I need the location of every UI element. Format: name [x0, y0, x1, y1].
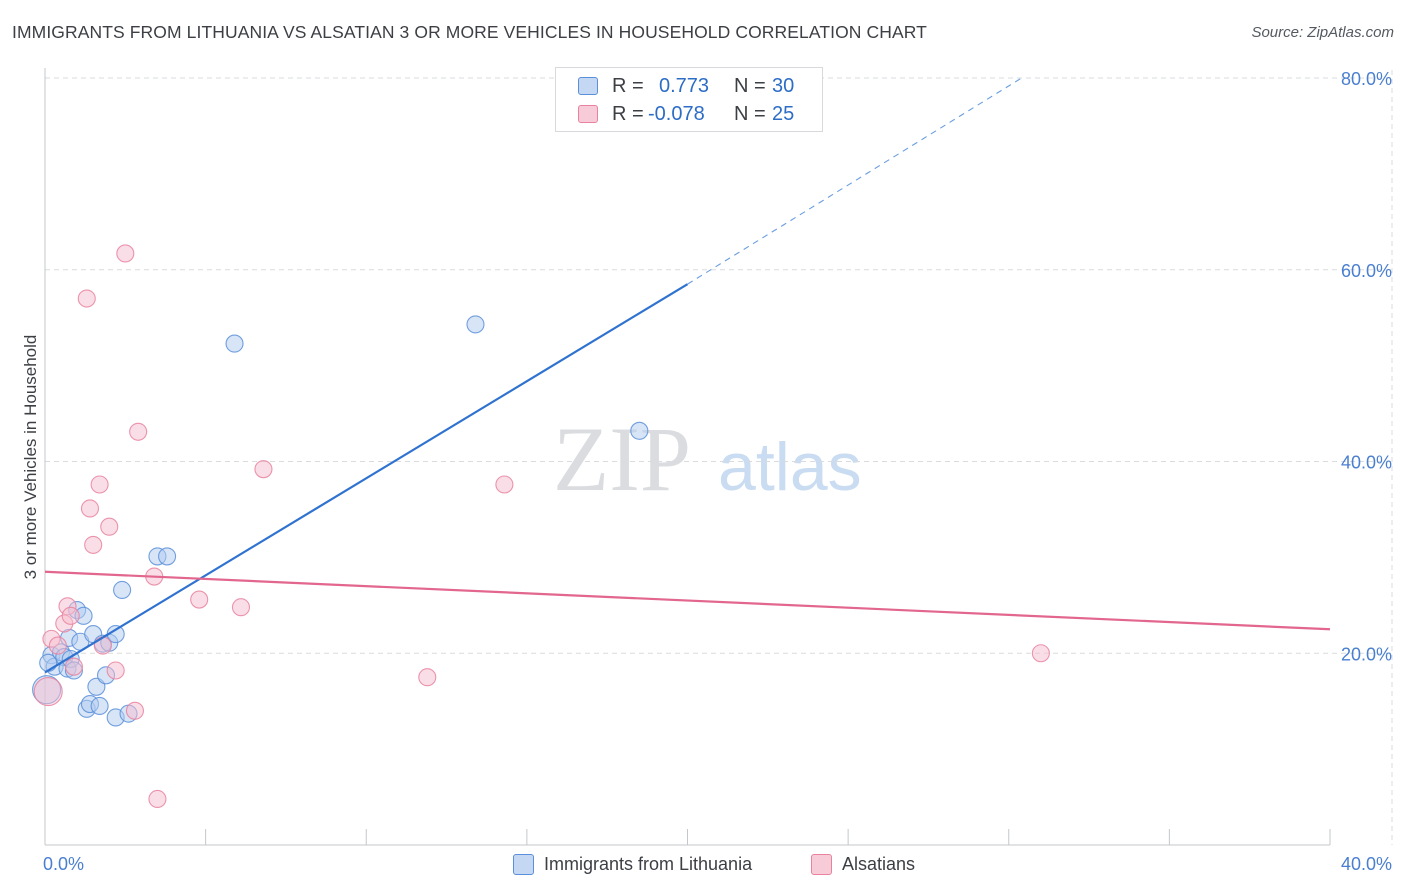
legend-label-alsatians: Alsatians	[842, 853, 916, 874]
n-label: N =	[734, 102, 766, 125]
correlation-legend: R = 0.773 N = 30 R = -0.078 N = 25	[555, 67, 823, 132]
point-lithuania	[630, 421, 649, 440]
legend-item-alsatians: Alsatians	[811, 851, 915, 877]
watermark-zip: ZIP	[553, 408, 691, 510]
legend-swatch-lithuania	[578, 77, 598, 95]
trendline-lithuania	[44, 283, 689, 674]
point-alsatian	[61, 606, 80, 625]
r-label: R =	[612, 74, 644, 97]
point-lithuania	[466, 315, 485, 334]
n-value: 25	[772, 102, 795, 125]
point-alsatian	[33, 677, 63, 707]
y-axis-label: 3 or more Vehicles in Household	[21, 334, 40, 580]
point-alsatian	[1031, 644, 1050, 663]
point-alsatian	[116, 244, 135, 263]
point-alsatian	[148, 789, 167, 809]
point-alsatian	[125, 701, 144, 720]
trendline-alsatians	[44, 570, 1331, 631]
point-alsatian	[90, 475, 109, 494]
n-value: 30	[772, 74, 795, 97]
point-alsatian	[129, 422, 148, 441]
point-lithuania	[113, 580, 132, 600]
point-alsatian	[48, 636, 67, 655]
x-tick-label: 40.0%	[1341, 854, 1392, 874]
n-label: N =	[734, 74, 766, 97]
y-tick-label: 20.0%	[1341, 644, 1392, 664]
point-alsatian	[100, 517, 119, 536]
r-value: 0.773	[659, 74, 710, 97]
point-alsatian	[93, 636, 112, 655]
point-alsatian	[231, 598, 251, 617]
point-lithuania	[90, 696, 109, 716]
x-tick-label: 0.0%	[43, 854, 84, 874]
watermark-atlas: atlas	[718, 429, 862, 505]
chart-title: IMMIGRANTS FROM LITHUANIA VS ALSATIAN 3 …	[12, 22, 927, 42]
point-lithuania	[158, 547, 177, 566]
point-alsatian	[190, 590, 209, 609]
legend-swatch-alsatians	[578, 105, 598, 123]
r-value: -0.078	[648, 102, 705, 125]
legend-swatch-alsatians	[811, 853, 832, 875]
point-alsatian	[84, 535, 103, 554]
y-tick-label: 40.0%	[1341, 453, 1392, 473]
y-tick-label: 80.0%	[1341, 69, 1392, 89]
legend-label-lithuania: Immigrants from Lithuania	[544, 853, 753, 874]
legend-item-lithuania: Immigrants from Lithuania	[513, 851, 752, 877]
point-alsatian	[418, 668, 437, 687]
point-alsatian	[77, 289, 96, 308]
point-alsatian	[254, 460, 273, 479]
r-label: R =	[612, 102, 644, 125]
point-alsatian	[495, 475, 514, 494]
point-alsatian	[80, 499, 100, 518]
point-lithuania	[39, 653, 58, 672]
y-tick-label: 60.0%	[1341, 261, 1392, 281]
point-alsatian	[106, 661, 125, 680]
source-label: Source: ZipAtlas.com	[1251, 24, 1394, 41]
legend-swatch-lithuania	[513, 853, 534, 875]
point-alsatian	[64, 657, 83, 676]
point-lithuania	[225, 334, 244, 353]
